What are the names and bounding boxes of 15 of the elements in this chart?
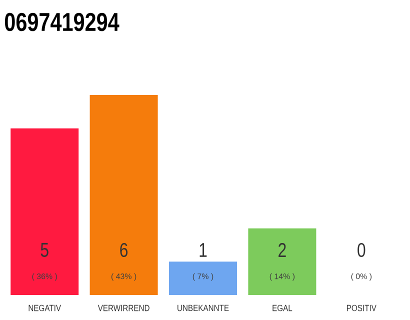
data-label: 1 xyxy=(200,243,207,257)
x-tick-label: UNBEKANNTE xyxy=(178,304,229,312)
bar xyxy=(10,128,79,295)
data-label: 0 xyxy=(358,242,366,258)
bar xyxy=(248,228,316,295)
bar xyxy=(90,95,158,295)
x-tick-label: EGAL xyxy=(272,304,292,312)
data-label: 2 xyxy=(278,243,286,257)
x-tick-label: POSITIV xyxy=(346,304,376,312)
chart-title: 0697419294 xyxy=(4,12,120,32)
bar xyxy=(169,262,238,295)
data-label: 6 xyxy=(120,242,128,258)
data-label: 5 xyxy=(40,243,48,257)
x-tick-label: NEGATIV xyxy=(28,304,62,312)
x-tick-label: VERWIRREND xyxy=(98,304,150,312)
